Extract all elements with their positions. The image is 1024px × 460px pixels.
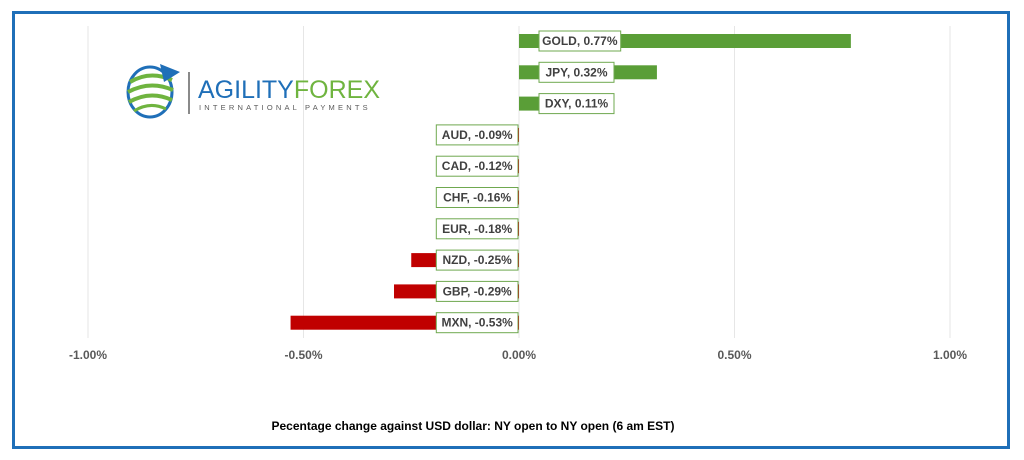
data-label-text: CHF, -0.16% (443, 191, 511, 205)
data-label-chf: CHF, -0.16% (435, 187, 519, 208)
data-label-box (435, 187, 519, 208)
x-tick-label: -0.50% (284, 348, 322, 362)
chart-caption: Pecentage change against USD dollar: NY … (272, 419, 675, 433)
data-label-dxy: DXY, 0.11% (538, 93, 615, 115)
data-label-aud: AUD, -0.09% (435, 124, 519, 146)
x-tick-label: 1.00% (933, 348, 967, 362)
data-label-text: MXN, -0.53% (441, 316, 513, 330)
data-label-text: AUD, -0.09% (442, 128, 513, 142)
data-label-text: CAD, -0.12% (442, 159, 513, 173)
data-label-eur: EUR, -0.18% (435, 218, 519, 240)
data-label-nzd: NZD, -0.25% (435, 249, 519, 271)
data-label-box (435, 249, 519, 271)
logo-divider (188, 72, 190, 114)
data-label-text: DXY, 0.11% (545, 97, 609, 111)
data-label-text: GOLD, 0.77% (542, 34, 618, 48)
data-label-box (435, 155, 519, 177)
data-label-box (538, 30, 622, 52)
data-label-text: NZD, -0.25% (442, 253, 512, 267)
data-label-box (435, 218, 519, 240)
x-tick-label: -1.00% (69, 348, 107, 362)
data-labels: GOLD, 0.77% JPY, 0.32% DXY, 0.11% AUD, -0.0… (435, 30, 622, 334)
x-tick-label: 0.00% (502, 348, 536, 362)
brand-logo: AGILITYFOREX INTERNATIONAL PAYMENTS (126, 64, 380, 119)
data-label-text: EUR, -0.18% (442, 222, 512, 236)
logo-tagline: INTERNATIONAL PAYMENTS (199, 103, 371, 112)
data-label-box (538, 93, 615, 115)
logo-wordmark: AGILITYFOREX (198, 76, 380, 104)
data-label-cad: CAD, -0.12% (435, 155, 519, 177)
data-label-box (435, 280, 519, 302)
data-label-box (435, 124, 519, 146)
data-label-mxn: MXN, -0.53% (435, 312, 519, 334)
data-label-gbp: GBP, -0.29% (435, 280, 519, 302)
logo-name-part2: FOREX (294, 76, 380, 104)
x-tick-label: 0.50% (717, 348, 751, 362)
x-axis-ticks: -1.00% -0.50% 0.00% 0.50% 1.00% (69, 348, 967, 362)
data-label-text: JPY, 0.32% (545, 65, 607, 79)
logo-name-part1: AGILITY (198, 76, 294, 104)
data-label-gold: GOLD, 0.77% (538, 30, 622, 52)
data-label-box (435, 312, 519, 334)
data-label-text: GBP, -0.29% (443, 284, 512, 298)
globe-icon (126, 64, 180, 119)
data-label-jpy: JPY, 0.32% (538, 61, 615, 83)
data-label-box (538, 61, 615, 83)
